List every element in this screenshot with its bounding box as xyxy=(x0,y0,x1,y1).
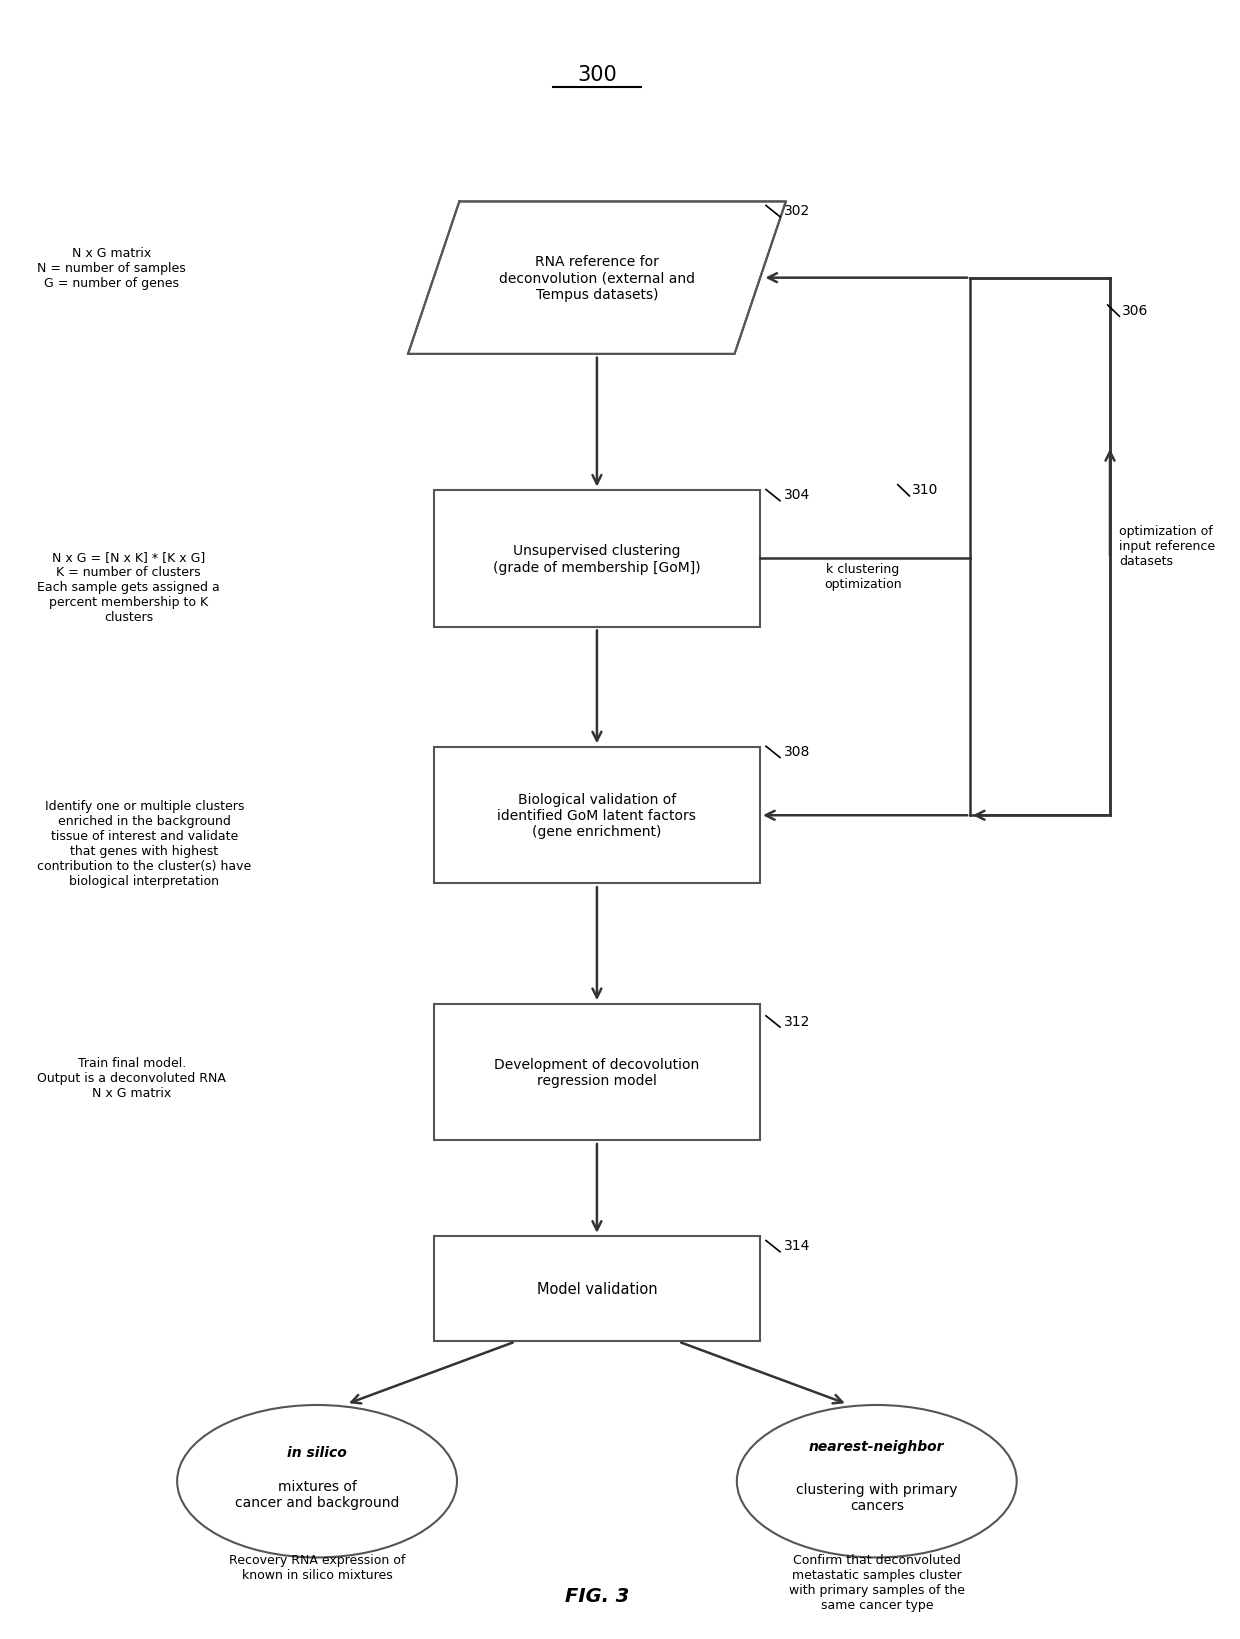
FancyBboxPatch shape xyxy=(434,747,760,883)
Text: Identify one or multiple clusters
enriched in the background
tissue of interest : Identify one or multiple clusters enrich… xyxy=(37,800,252,888)
Text: clustering with primary
cancers: clustering with primary cancers xyxy=(796,1482,957,1513)
Text: 314: 314 xyxy=(784,1239,810,1252)
Text: in silico: in silico xyxy=(288,1446,347,1459)
Text: k clustering
optimization: k clustering optimization xyxy=(823,562,901,590)
Text: 306: 306 xyxy=(1122,303,1148,318)
FancyBboxPatch shape xyxy=(434,1005,760,1141)
Text: 308: 308 xyxy=(784,744,810,759)
Text: Biological validation of
identified GoM latent factors
(gene enrichment): Biological validation of identified GoM … xyxy=(497,793,697,839)
Text: Model validation: Model validation xyxy=(537,1282,657,1296)
Text: 302: 302 xyxy=(784,205,810,218)
Ellipse shape xyxy=(737,1405,1017,1557)
FancyBboxPatch shape xyxy=(434,1237,760,1341)
Text: N x G matrix
N = number of samples
G = number of genes: N x G matrix N = number of samples G = n… xyxy=(37,246,186,290)
Text: 304: 304 xyxy=(784,488,810,502)
Text: Train final model.
Output is a deconvoluted RNA
N x G matrix: Train final model. Output is a deconvolu… xyxy=(37,1056,226,1100)
Text: N x G = [N x K] * [K x G]
K = number of clusters
Each sample gets assigned a
per: N x G = [N x K] * [K x G] K = number of … xyxy=(37,551,219,624)
Text: FIG. 3: FIG. 3 xyxy=(564,1585,629,1605)
Text: mixtures of
cancer and background: mixtures of cancer and background xyxy=(234,1478,399,1510)
Text: Confirm that deconvoluted
metastatic samples cluster
with primary samples of the: Confirm that deconvoluted metastatic sam… xyxy=(789,1554,965,1611)
Text: optimization of
input reference
datasets: optimization of input reference datasets xyxy=(1120,524,1215,567)
Text: RNA reference for
deconvolution (external and
Tempus datasets): RNA reference for deconvolution (externa… xyxy=(498,256,694,302)
Text: 312: 312 xyxy=(784,1015,810,1028)
Text: Development of decovolution
regression model: Development of decovolution regression m… xyxy=(495,1057,699,1087)
Text: nearest-neighbor: nearest-neighbor xyxy=(808,1439,945,1454)
Text: 310: 310 xyxy=(911,484,939,497)
Ellipse shape xyxy=(177,1405,458,1557)
Text: 300: 300 xyxy=(577,66,616,85)
Text: Recovery RNA expression of
known in silico mixtures: Recovery RNA expression of known in sili… xyxy=(229,1554,405,1582)
FancyBboxPatch shape xyxy=(434,492,760,628)
Text: Unsupervised clustering
(grade of membership [GoM]): Unsupervised clustering (grade of member… xyxy=(494,544,701,574)
Polygon shape xyxy=(408,202,786,354)
